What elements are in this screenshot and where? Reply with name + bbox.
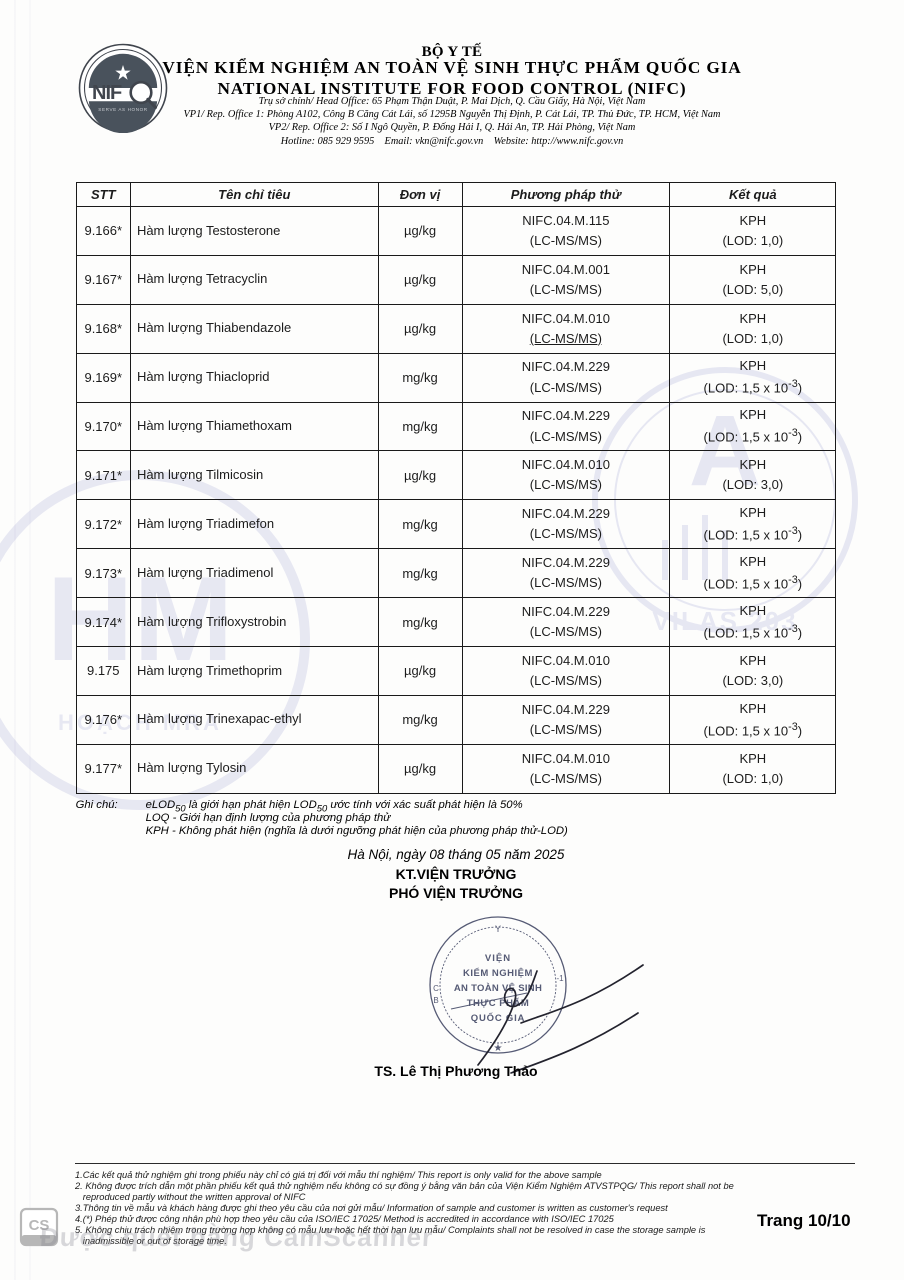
svg-text:VIỆN: VIỆN bbox=[485, 952, 511, 964]
svg-text:B: B bbox=[433, 996, 438, 1005]
svg-text:-1: -1 bbox=[556, 974, 564, 983]
svg-text:QUỐC GIA: QUỐC GIA bbox=[471, 1012, 525, 1024]
svg-text:★: ★ bbox=[494, 1043, 503, 1054]
svg-text:Y: Y bbox=[495, 924, 501, 934]
svg-text:C: C bbox=[433, 984, 439, 993]
svg-text:KIỂM NGHIỆM: KIỂM NGHIỆM bbox=[463, 967, 533, 979]
